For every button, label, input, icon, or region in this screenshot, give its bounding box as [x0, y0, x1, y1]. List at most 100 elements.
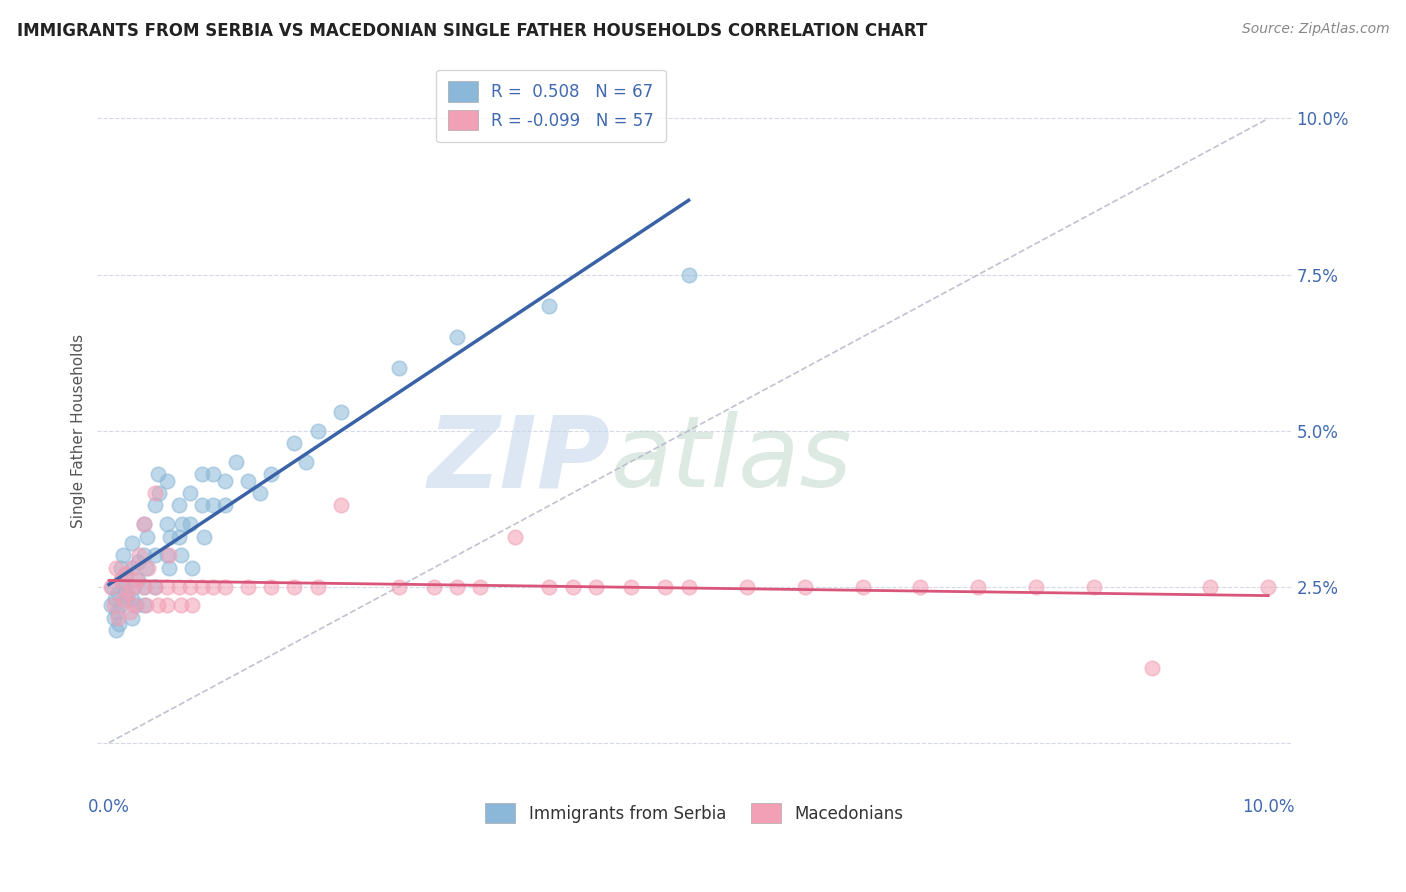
Point [468, 580, 491, 594]
Point [110, 574, 132, 588]
Point [136, 530, 159, 544]
Point [190, 499, 212, 513]
Point [135, 561, 157, 575]
Point [225, 455, 247, 469]
Point [295, 455, 318, 469]
Point [167, 580, 190, 594]
Point [388, 580, 411, 594]
Point [329, 499, 352, 513]
Y-axis label: Single Father Households: Single Father Households [72, 334, 86, 528]
Point [156, 517, 179, 532]
Point [214, 474, 236, 488]
Point [538, 580, 561, 594]
Point [115, 592, 138, 607]
Point [143, 580, 166, 594]
Point [910, 580, 932, 594]
Point [110, 561, 132, 575]
Point [422, 580, 444, 594]
Point [193, 530, 215, 544]
Point [135, 599, 157, 613]
Point [388, 361, 411, 376]
Point [167, 499, 190, 513]
Point [132, 580, 155, 594]
Point [735, 580, 758, 594]
Point [117, 586, 139, 600]
Point [202, 580, 225, 594]
Point [121, 592, 143, 607]
Point [283, 436, 305, 450]
Point [118, 605, 141, 619]
Point [104, 561, 127, 575]
Point [181, 599, 204, 613]
Point [143, 486, 166, 500]
Point [143, 580, 166, 594]
Point [104, 624, 127, 638]
Point [851, 580, 873, 594]
Point [132, 517, 155, 532]
Point [156, 474, 179, 488]
Point [121, 536, 143, 550]
Point [170, 517, 193, 532]
Point [167, 530, 190, 544]
Point [103, 599, 125, 613]
Point [110, 574, 132, 588]
Point [446, 330, 468, 344]
Point [620, 580, 643, 594]
Point [132, 549, 155, 563]
Point [307, 424, 329, 438]
Point [121, 580, 143, 594]
Point [127, 555, 149, 569]
Point [179, 580, 201, 594]
Point [132, 599, 155, 613]
Point [159, 530, 181, 544]
Point [143, 499, 166, 513]
Point [214, 499, 236, 513]
Point [143, 549, 166, 563]
Point [132, 580, 155, 594]
Point [307, 580, 329, 594]
Point [146, 599, 169, 613]
Legend: Immigrants from Serbia, Macedonians: Immigrants from Serbia, Macedonians [474, 791, 915, 835]
Point [170, 549, 193, 563]
Point [967, 580, 990, 594]
Point [249, 486, 271, 500]
Point [156, 549, 179, 563]
Point [108, 617, 131, 632]
Point [236, 474, 259, 488]
Point [132, 517, 155, 532]
Point [190, 580, 212, 594]
Point [117, 586, 139, 600]
Point [157, 549, 180, 563]
Point [128, 549, 150, 563]
Point [179, 486, 201, 500]
Point [585, 580, 607, 594]
Text: Source: ZipAtlas.com: Source: ZipAtlas.com [1241, 22, 1389, 37]
Point [112, 580, 135, 594]
Point [446, 580, 468, 594]
Point [127, 574, 149, 588]
Point [793, 580, 815, 594]
Point [503, 530, 526, 544]
Text: ZIP: ZIP [427, 411, 610, 508]
Point [179, 517, 201, 532]
Point [107, 586, 129, 600]
Point [114, 567, 136, 582]
Point [125, 574, 148, 588]
Point [110, 599, 132, 613]
Point [111, 549, 134, 563]
Point [100, 599, 122, 613]
Point [202, 467, 225, 482]
Point [561, 580, 583, 594]
Point [214, 580, 236, 594]
Point [124, 580, 146, 594]
Point [121, 611, 143, 625]
Point [190, 467, 212, 482]
Point [101, 580, 124, 594]
Point [170, 599, 193, 613]
Point [236, 580, 259, 594]
Text: atlas: atlas [610, 411, 852, 508]
Point [103, 611, 125, 625]
Point [121, 561, 143, 575]
Point [156, 580, 179, 594]
Point [124, 599, 146, 613]
